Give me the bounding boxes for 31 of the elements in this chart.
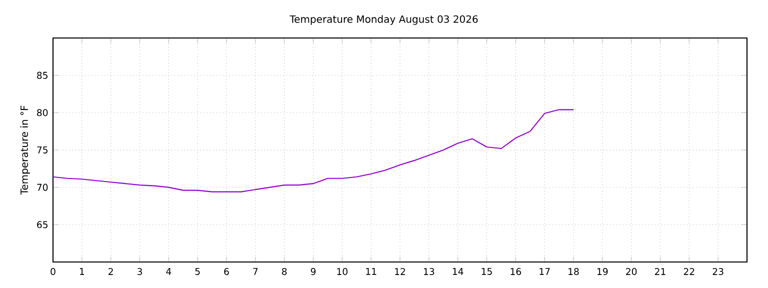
x-tick-label: 9 [310,268,316,276]
x-tick-label: 3 [138,268,142,276]
x-tick-label: 17 [540,268,550,275]
chart-title: Temperature Monday August 03 2026 [290,15,478,25]
x-tick-label: 5 [195,268,200,275]
x-tick-label: 23 [712,268,724,276]
x-tick-label: 21 [654,268,666,275]
x-tick-label: 7 [253,268,258,275]
y-tick-label: 80 [37,109,48,116]
y-tick-label: 65 [37,221,48,228]
y-tick-label: 70 [37,184,48,191]
x-tick-label: 12 [395,268,405,275]
x-tick-label: 14 [452,268,464,275]
x-tick-label: 20 [626,268,637,276]
x-tick-label: 15 [482,268,492,275]
x-tick-label: 0 [50,268,56,276]
x-tick-label: 10 [337,268,348,276]
y-tick-label: 85 [37,72,48,79]
x-tick-label: 18 [568,268,579,276]
x-tick-label: 19 [598,268,608,276]
x-tick-label: 22 [684,268,694,275]
x-tick-label: 2 [108,268,113,275]
y-axis-title: Temperature in °F [20,106,30,195]
x-tick-label: 16 [510,268,522,276]
x-tick-label: 11 [366,268,376,275]
y-tick-label: 75 [37,146,48,154]
x-tick-label: 1 [80,268,84,275]
x-tick-label: 6 [224,268,229,276]
x-tick-label: 8 [282,268,287,276]
x-tick-label: 13 [424,268,434,276]
x-tick-label: 4 [166,268,172,275]
